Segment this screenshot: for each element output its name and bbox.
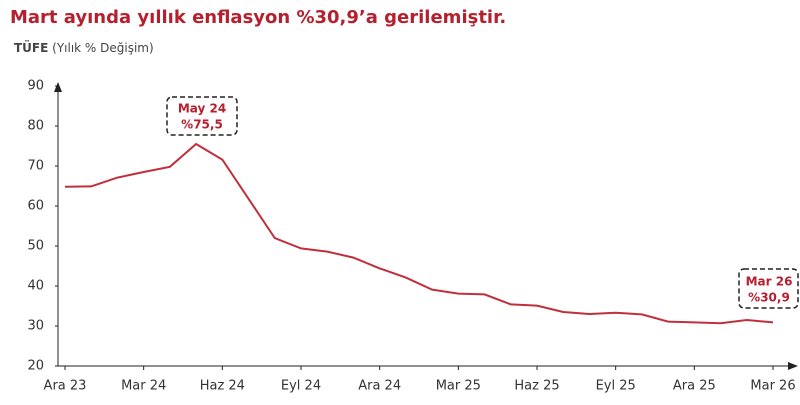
x-tick-label: Mar 24 bbox=[121, 379, 166, 394]
x-tick-label: Mar 26 bbox=[750, 379, 795, 394]
y-tick-label: 80 bbox=[27, 119, 44, 134]
x-tick-label: Ara 24 bbox=[358, 379, 401, 394]
y-tick-label: 50 bbox=[27, 239, 44, 254]
annotation-value: %75,5 bbox=[181, 118, 223, 132]
x-tick-label: Ara 23 bbox=[44, 379, 87, 394]
subtitle-text: (Yılık % Değişim) bbox=[52, 41, 154, 55]
y-tick-label: 90 bbox=[27, 79, 44, 94]
y-tick-label: 20 bbox=[27, 359, 44, 374]
x-tick-label: Haz 25 bbox=[514, 379, 559, 394]
subtitle-bold: TÜFE bbox=[14, 40, 48, 55]
x-tick-label: Ara 25 bbox=[673, 379, 716, 394]
y-tick-label: 60 bbox=[27, 199, 44, 214]
subtitle: TÜFE (Yılık % Değişim) bbox=[14, 40, 154, 55]
annotation-label: May 24 bbox=[178, 102, 226, 116]
y-tick-label: 70 bbox=[27, 159, 44, 174]
y-axis-arrow bbox=[54, 82, 62, 92]
annotation-box bbox=[738, 268, 799, 309]
x-tick-label: Haz 24 bbox=[200, 379, 245, 394]
x-tick-label: Eyl 25 bbox=[596, 379, 636, 394]
x-tick-label: Mar 25 bbox=[436, 379, 481, 394]
line bbox=[64, 142, 774, 325]
chart-title: Mart ayında yıllık enflasyon %30,9’a ger… bbox=[10, 7, 506, 28]
annotation-box bbox=[166, 96, 238, 136]
x-axis-arrow bbox=[788, 362, 798, 370]
y-tick-label: 40 bbox=[27, 279, 44, 294]
annotation-value: %30,9 bbox=[748, 291, 790, 305]
y-tick-label: 30 bbox=[27, 319, 44, 334]
x-tick-label: Eyl 24 bbox=[281, 379, 321, 394]
annotation-label: Mar 26 bbox=[746, 275, 793, 289]
